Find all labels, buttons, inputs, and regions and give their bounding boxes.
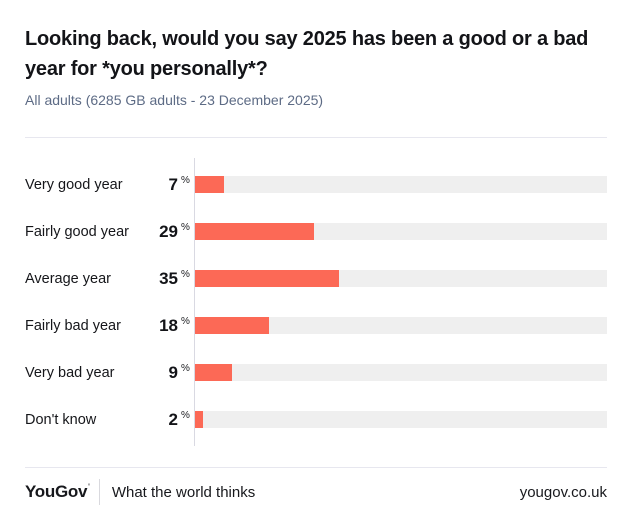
bar xyxy=(195,270,340,287)
percent-sign: % xyxy=(181,363,190,374)
chart-row: Fairly bad year 18 % xyxy=(25,302,607,349)
bar-track xyxy=(195,364,607,381)
category-label: Very bad year xyxy=(25,364,115,381)
axis-line xyxy=(194,158,195,446)
footer-vertical-divider xyxy=(98,479,100,505)
category-label: Don't know xyxy=(25,411,97,428)
footer-divider xyxy=(25,467,607,468)
footer-url: yougov.co.uk xyxy=(519,483,607,501)
value-label: 9 xyxy=(168,362,178,382)
trademark-icon: ' xyxy=(88,482,90,492)
bar xyxy=(195,317,270,334)
percent-sign: % xyxy=(181,316,190,327)
percent-sign: % xyxy=(181,269,190,280)
category-label: Fairly bad year xyxy=(25,317,121,334)
value-label: 29 xyxy=(159,221,178,241)
bar-track xyxy=(195,270,607,287)
bar xyxy=(195,411,204,428)
value-label: 7 xyxy=(168,174,178,194)
percent-sign: % xyxy=(181,410,190,421)
percent-sign: % xyxy=(181,175,190,186)
chart-row: Don't know 2 % xyxy=(25,396,607,443)
bar-track xyxy=(195,223,607,240)
bar-track xyxy=(195,176,607,193)
chart-row: Very bad year 9 % xyxy=(25,349,607,396)
bar xyxy=(195,223,315,240)
percent-sign: % xyxy=(181,222,190,233)
bar-chart: Very good year 7 % Fairly good year 29 %… xyxy=(25,158,607,446)
bar-track xyxy=(195,411,607,428)
bar xyxy=(195,364,233,381)
category-label: Fairly good year xyxy=(25,223,129,240)
footer-tagline: What the world thinks xyxy=(111,483,256,501)
header-divider xyxy=(25,137,607,138)
footer: YouGov ' What the world thinks yougov.co.… xyxy=(25,478,607,506)
chart-rows: Very good year 7 % Fairly good year 29 %… xyxy=(25,161,607,443)
category-label: Average year xyxy=(25,270,111,287)
chart-subtitle: All adults (6285 GB adults - 23 December… xyxy=(25,92,324,108)
value-label: 35 xyxy=(159,268,178,288)
chart-row: Fairly good year 29 % xyxy=(25,208,607,255)
bar xyxy=(195,176,224,193)
value-label: 2 xyxy=(168,409,178,429)
yougov-logo: YouGov xyxy=(25,482,88,501)
category-label: Very good year xyxy=(25,176,123,193)
bar-track xyxy=(195,317,607,334)
value-label: 18 xyxy=(159,315,178,335)
chart-row: Average year 35 % xyxy=(25,255,607,302)
chart-row: Very good year 7 % xyxy=(25,161,607,208)
chart-title: Looking back, would you say 2025 has bee… xyxy=(25,28,589,80)
